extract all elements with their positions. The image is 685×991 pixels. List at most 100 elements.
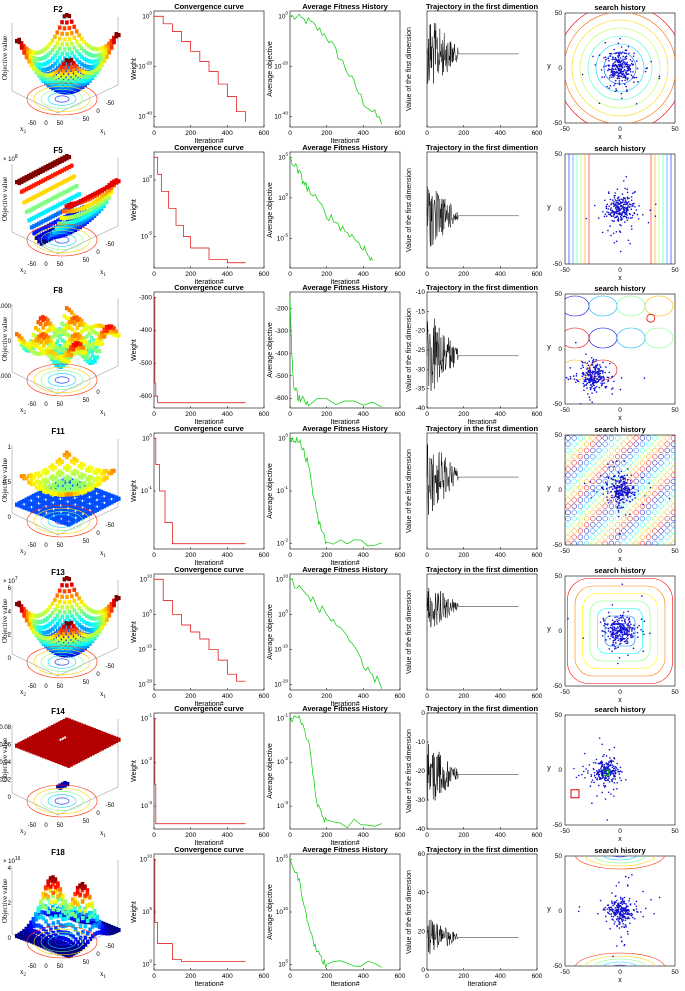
search-point xyxy=(601,384,603,386)
x1-tick-label: 50 xyxy=(83,117,90,123)
surface-patch xyxy=(70,20,74,24)
search-point xyxy=(605,481,607,483)
search-point xyxy=(614,197,616,199)
search-point xyxy=(586,372,588,374)
search-point xyxy=(609,626,611,628)
search-point xyxy=(614,83,616,85)
search-point xyxy=(617,68,619,70)
surface-patch xyxy=(117,497,121,501)
search-point xyxy=(615,211,617,213)
surface-patch xyxy=(69,353,73,357)
search-point xyxy=(606,483,608,485)
floor-contour xyxy=(48,374,76,387)
search-point xyxy=(650,487,652,489)
search-point xyxy=(589,399,591,401)
y-tick-label: -50 xyxy=(553,261,563,268)
tick-label: 200 xyxy=(185,411,196,418)
search-point xyxy=(604,42,606,44)
surface-patch xyxy=(65,42,69,46)
search-point xyxy=(634,213,636,215)
tick-label: 100 xyxy=(142,10,152,20)
y-tick-label: -40 xyxy=(416,405,426,412)
search-point xyxy=(644,377,646,379)
search-point xyxy=(608,212,610,214)
surface-patch xyxy=(103,335,107,339)
search-point xyxy=(582,365,584,367)
search-point xyxy=(610,235,612,237)
search-ylabel: y xyxy=(547,626,551,633)
search-point xyxy=(617,627,619,629)
surface-patch xyxy=(68,26,72,30)
tick-label: 0 xyxy=(425,552,429,559)
search-point xyxy=(606,476,608,478)
search-title: search history xyxy=(594,284,646,293)
search-point xyxy=(632,192,634,194)
tick-label: 0 xyxy=(152,693,156,700)
search-point xyxy=(623,491,625,493)
search-point xyxy=(627,654,629,656)
surface-patch xyxy=(70,42,74,46)
search-point xyxy=(583,386,585,388)
search-point xyxy=(604,372,606,374)
search-point xyxy=(589,374,591,376)
x2-axis-label: x2 xyxy=(20,125,27,135)
x-tick-label: 50 xyxy=(671,548,679,555)
search-point xyxy=(620,617,622,619)
search-point xyxy=(638,218,640,220)
search-point xyxy=(626,217,628,219)
x1-tick-label: 50 xyxy=(83,398,90,404)
search-point xyxy=(619,224,621,226)
search-point xyxy=(622,200,624,202)
surface-patch xyxy=(61,615,65,619)
trajectory-title: Trajectory in the first dimention xyxy=(426,143,539,152)
search-point xyxy=(619,62,621,64)
search-point xyxy=(586,218,588,220)
surface-patch xyxy=(90,466,94,470)
search-point xyxy=(593,374,595,376)
tick-label: 100 xyxy=(278,10,288,20)
search-point xyxy=(621,98,623,100)
search-point xyxy=(609,363,611,365)
surface-patch xyxy=(65,32,69,36)
surface-patch xyxy=(112,469,116,473)
x1-axis-label: x1 xyxy=(100,268,107,278)
search-point xyxy=(627,624,629,626)
search-point xyxy=(615,66,617,68)
plot-area xyxy=(427,574,537,690)
search-point xyxy=(615,481,617,483)
fitness-ylabel: Average objective xyxy=(267,463,274,519)
search-point xyxy=(622,56,624,58)
search-point xyxy=(631,225,633,227)
search-point xyxy=(631,634,633,636)
search-xlabel: x xyxy=(618,556,622,563)
search-point xyxy=(629,214,631,216)
search-point xyxy=(607,70,609,72)
search-point xyxy=(630,496,632,498)
search-point xyxy=(615,647,617,649)
tick-label: 105 xyxy=(278,151,288,161)
x2-tick-label: -50 xyxy=(28,684,37,690)
search-point xyxy=(659,78,661,80)
surface-patch xyxy=(61,481,65,485)
search-point xyxy=(627,219,629,221)
search-point xyxy=(591,405,593,407)
search-point xyxy=(610,55,612,57)
search-point xyxy=(626,176,628,178)
search-point xyxy=(589,367,591,369)
search-point xyxy=(617,78,619,80)
search-point xyxy=(625,621,627,623)
search-point xyxy=(623,494,625,496)
tick-label: 200 xyxy=(458,271,469,278)
surface-patch xyxy=(93,359,97,363)
search-point xyxy=(619,502,621,504)
search-point xyxy=(619,507,621,509)
search-point xyxy=(621,620,623,622)
search-point xyxy=(593,382,595,384)
surface-patch xyxy=(72,588,76,592)
search-point xyxy=(601,487,603,489)
